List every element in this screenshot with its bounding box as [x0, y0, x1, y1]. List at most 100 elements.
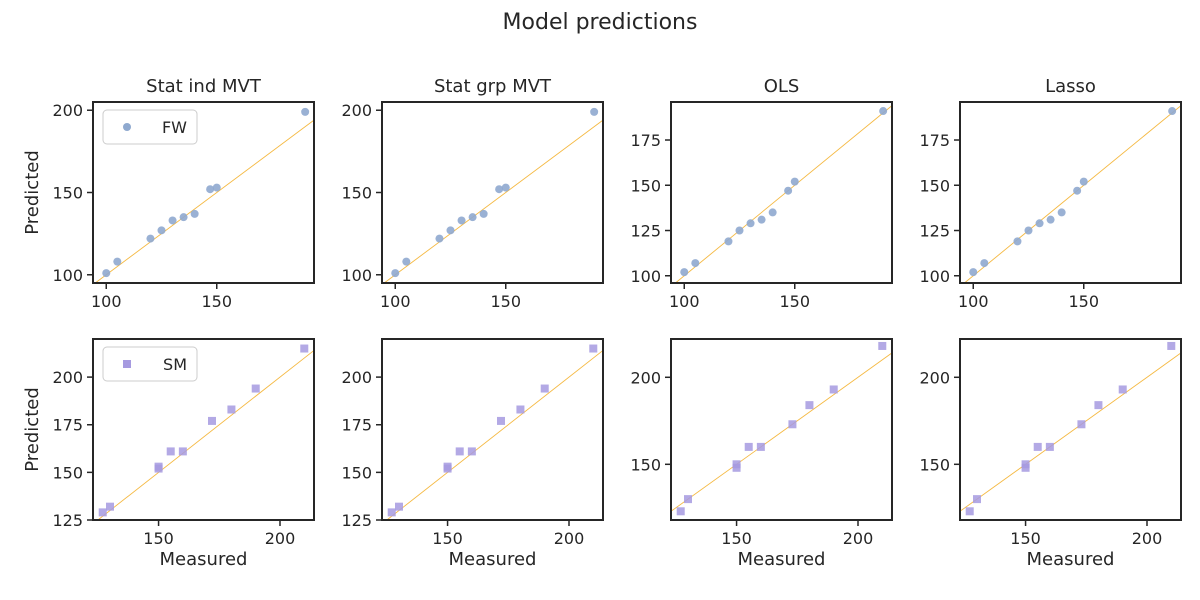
x-tick-label: 150: [1010, 529, 1041, 548]
panel-2: OLS 100 150 100 125 150 175: [630, 76, 893, 311]
data-point: [179, 213, 188, 222]
data-point: [589, 344, 598, 353]
data-point: [724, 237, 733, 246]
x-tick-label: 100: [380, 292, 411, 311]
y-tick-label: 100: [341, 266, 372, 285]
data-point: [768, 208, 777, 217]
y-tick-label: 175: [630, 131, 661, 150]
data-point: [98, 508, 107, 517]
data-point: [790, 177, 799, 186]
y-tick-label: 150: [52, 463, 83, 482]
data-point: [395, 502, 403, 511]
y-tick-label: 200: [630, 368, 661, 387]
y-tick-label: 150: [630, 455, 661, 474]
y-tick-label: 100: [52, 266, 83, 285]
panel-title: OLS: [764, 76, 800, 97]
data-point: [501, 183, 510, 192]
data-point: [497, 416, 505, 425]
x-tick-label: 200: [265, 529, 296, 548]
legend-label: SM: [163, 355, 187, 374]
identity-line: [97, 350, 315, 521]
legend: SM: [102, 346, 198, 382]
data-point: [1057, 208, 1066, 217]
data-point: [1033, 442, 1042, 451]
data-point: [168, 216, 177, 225]
data-point: [1021, 460, 1030, 469]
data-point: [446, 226, 455, 235]
data-point: [208, 416, 216, 425]
x-tick-label: 200: [554, 529, 585, 548]
data-point: [251, 384, 260, 393]
data-point: [684, 495, 692, 504]
y-tick-label: 200: [341, 368, 372, 387]
data-point: [1035, 219, 1044, 228]
identity-line: [964, 105, 1182, 284]
data-point: [1167, 341, 1176, 350]
y-tick-label: 150: [341, 184, 372, 203]
data-point: [1013, 237, 1022, 246]
data-point: [744, 442, 753, 451]
y-tick-label: 150: [919, 176, 950, 195]
data-point: [980, 259, 989, 268]
panel-5: 150 200 125 150 175 200 Measured: [341, 338, 604, 570]
x-axis-label: Measured: [449, 549, 537, 570]
data-point: [788, 420, 797, 429]
data-point: [879, 107, 888, 116]
data-point: [227, 405, 236, 414]
y-axis-label: Predicted: [22, 150, 43, 235]
data-point: [1118, 385, 1127, 394]
panel-4: 150 200 125 150 175 200 Measured Predicted SM: [22, 338, 315, 570]
y-tick-label: 200: [52, 368, 83, 387]
axes-frame: [670, 101, 893, 284]
data-point: [435, 234, 444, 243]
data-point: [212, 183, 221, 192]
y-tick-label: 125: [341, 511, 372, 530]
data-point: [106, 502, 114, 511]
data-point: [691, 259, 700, 268]
x-tick-label: 100: [91, 292, 122, 311]
data-point: [387, 508, 396, 517]
y-tick-label: 100: [919, 267, 950, 286]
data-point: [1168, 107, 1177, 116]
data-point: [973, 495, 981, 504]
data-point: [154, 462, 163, 471]
data-point: [676, 507, 685, 516]
x-tick-label: 150: [490, 292, 521, 311]
y-tick-label: 125: [630, 222, 661, 241]
legend-label: FW: [162, 118, 187, 137]
data-point: [102, 269, 111, 278]
data-point: [590, 107, 599, 116]
data-point: [457, 216, 466, 225]
data-point: [516, 405, 525, 414]
data-point: [178, 447, 187, 456]
axes-frame: [959, 338, 1182, 521]
axes-frame: [381, 101, 604, 284]
data-point: [540, 384, 549, 393]
data-point: [878, 341, 887, 350]
legend-box: [102, 109, 198, 145]
x-tick-label: 150: [721, 529, 752, 548]
data-point: [1073, 186, 1082, 195]
axes-frame: [92, 338, 315, 521]
data-point: [206, 185, 215, 194]
panel-1: Stat grp MVT 100 150 100 150 200: [341, 76, 604, 311]
data-point: [756, 442, 765, 451]
data-point: [166, 447, 175, 456]
x-axis-label: Measured: [160, 549, 248, 570]
y-tick-label: 150: [52, 184, 83, 203]
legend-marker: [123, 123, 131, 131]
axes-frame: [381, 338, 604, 521]
identity-line: [675, 105, 893, 284]
y-tick-label: 200: [919, 368, 950, 387]
identity-line: [94, 119, 315, 284]
axes-frame: [959, 101, 1182, 284]
legend-box: [102, 346, 198, 382]
data-point: [402, 257, 411, 266]
data-point: [1024, 226, 1033, 235]
identity-line: [670, 352, 893, 512]
panel-title: Stat grp MVT: [434, 76, 552, 97]
data-point: [190, 209, 199, 218]
data-point: [495, 185, 504, 194]
x-tick-label: 150: [432, 529, 463, 548]
